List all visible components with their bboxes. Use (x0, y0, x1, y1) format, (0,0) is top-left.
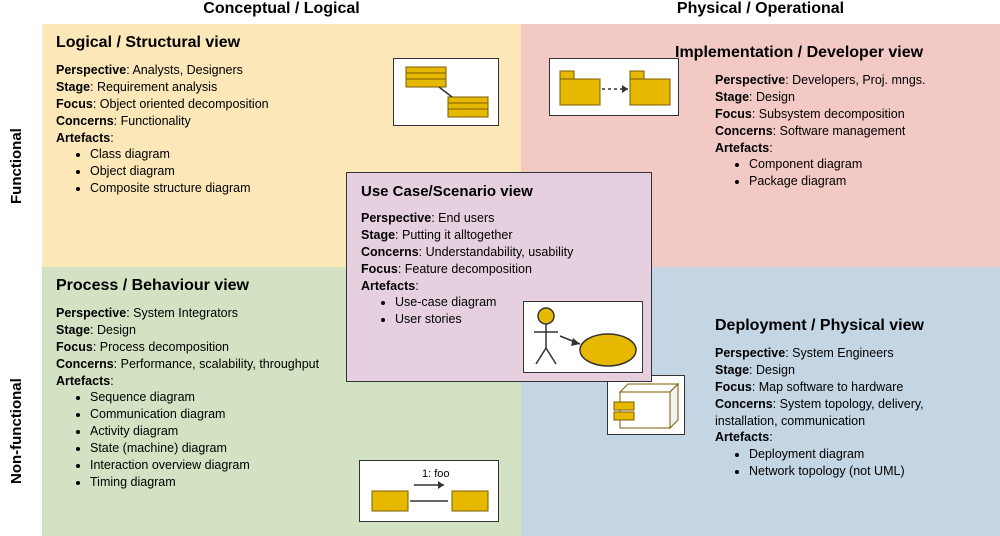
header-right: Physical / Operational (521, 0, 1000, 24)
side-top: Functional (8, 84, 25, 204)
quad-title: Implementation / Developer view (675, 44, 986, 62)
communication-diagram-icon: 1: foo (359, 460, 499, 522)
list-item: Sequence diagram (90, 389, 507, 406)
center-details: Perspective: End users Stage: Putting it… (361, 210, 637, 294)
list-item: Package diagram (749, 173, 986, 190)
list-item: Network topology (not UML) (749, 463, 986, 480)
package-diagram-icon (549, 58, 679, 116)
center-title: Use Case/Scenario view (361, 183, 637, 200)
quad-title: Deployment / Physical view (715, 317, 986, 335)
quad-details: Perspective: Developers, Proj. mngs. Sta… (715, 72, 986, 156)
list-item: Component diagram (749, 156, 986, 173)
quad-title: Logical / Structural view (56, 34, 507, 52)
artefacts-list: Deployment diagram Network topology (not… (749, 446, 986, 480)
header-left: Conceptual / Logical (42, 0, 521, 24)
quad-details: Perspective: System Engineers Stage: Des… (715, 345, 986, 446)
use-case-icon (523, 301, 643, 373)
column-headers: Conceptual / Logical Physical / Operatio… (42, 0, 1000, 24)
list-item: Communication diagram (90, 406, 507, 423)
center-use-case-view: Use Case/Scenario view Perspective: End … (346, 172, 652, 382)
artefacts-list: Component diagram Package diagram (749, 156, 986, 190)
deployment-node-icon (607, 375, 685, 435)
list-item: Activity diagram (90, 423, 507, 440)
list-item: Class diagram (90, 146, 507, 163)
row-headers: Functional Non-functional (0, 24, 42, 536)
list-item: State (machine) diagram (90, 440, 507, 457)
list-item: Deployment diagram (749, 446, 986, 463)
svg-text:1: foo: 1: foo (422, 468, 450, 480)
diagram-container: Conceptual / Logical Physical / Operatio… (0, 0, 1000, 536)
side-bottom: Non-functional (8, 324, 25, 484)
class-diagram-icon (393, 58, 499, 126)
